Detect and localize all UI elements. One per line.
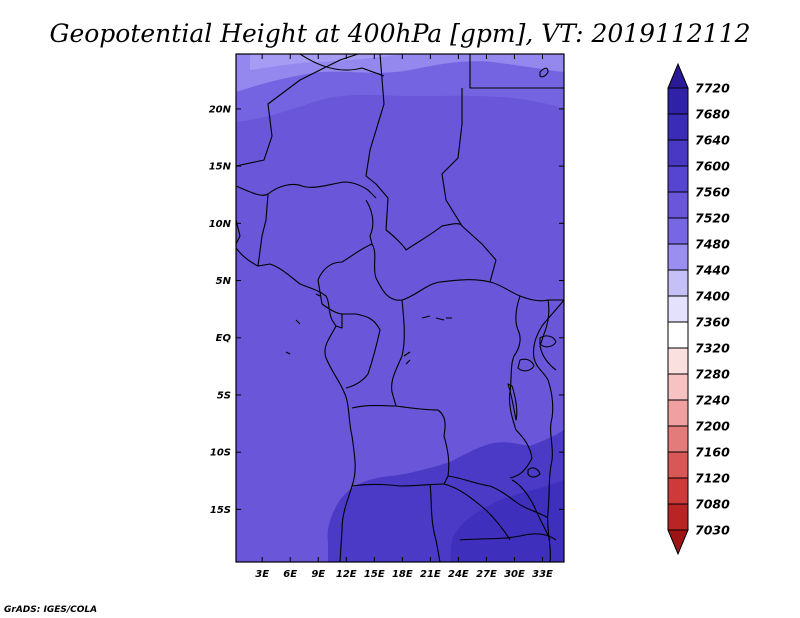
colorbar-label: 7360 bbox=[695, 315, 730, 330]
colorbar-segment bbox=[667, 113, 689, 141]
colorbar-segment bbox=[667, 321, 689, 349]
lat-tick-label: 5S bbox=[217, 390, 231, 401]
colorbar-segment bbox=[667, 139, 689, 167]
height-field bbox=[236, 54, 564, 562]
colorbar: 7720 7680 7640 7600 7560 7520 7480 7440 7400 7360… bbox=[667, 62, 730, 556]
colorbar-segment bbox=[667, 243, 689, 271]
map-panel: 20N 15N 10N 5N EQ 5S 10S 15S 3E 6E 9E 12E 15E 18E 21E… bbox=[209, 53, 565, 580]
lat-tick-label: 10N bbox=[209, 219, 232, 230]
lat-tick-label: 10S bbox=[210, 448, 231, 459]
lon-tick-label: 30E bbox=[504, 569, 525, 580]
colorbar-segment bbox=[667, 217, 689, 245]
lat-tick-label: 5N bbox=[216, 276, 232, 287]
colorbar-label: 7030 bbox=[695, 523, 730, 538]
field-7620-south bbox=[450, 480, 564, 562]
colorbar-bottom-arrow bbox=[667, 529, 689, 556]
lat-tick-label: 15S bbox=[210, 505, 231, 516]
field-7460-north bbox=[250, 54, 400, 70]
colorbar-label: 7720 bbox=[695, 81, 730, 96]
colorbar-segment bbox=[667, 347, 689, 375]
lon-tick-label: 3E bbox=[255, 569, 269, 580]
colorbar-label: 7480 bbox=[695, 237, 730, 252]
colorbar-label: 7320 bbox=[695, 341, 730, 356]
colorbar-label: 7440 bbox=[695, 263, 730, 278]
lon-tick-label: 24E bbox=[448, 569, 469, 580]
colorbar-segment bbox=[667, 451, 689, 479]
colorbar-label: 7120 bbox=[695, 471, 730, 486]
colorbar-label: 7400 bbox=[695, 289, 730, 304]
colorbar-segment bbox=[667, 191, 689, 219]
colorbar-top-arrow bbox=[667, 62, 689, 89]
colorbar-segment bbox=[667, 87, 689, 115]
lat-tick-label: 15N bbox=[209, 162, 232, 173]
colorbar-segment bbox=[667, 295, 689, 323]
lon-tick-label: 9E bbox=[311, 569, 325, 580]
colorbar-segment bbox=[667, 477, 689, 505]
colorbar-segment bbox=[667, 373, 689, 401]
lon-tick-label: 27E bbox=[476, 569, 497, 580]
map-title: Geopotential Height at 400hPa [gpm], VT:… bbox=[49, 19, 750, 48]
lat-tick-label: 20N bbox=[209, 104, 232, 115]
colorbar-segment bbox=[667, 503, 689, 531]
colorbar-label: 7080 bbox=[695, 497, 730, 512]
lon-tick-label: 21E bbox=[420, 569, 441, 580]
lon-tick-label: 33E bbox=[532, 569, 553, 580]
latitude-axis: 20N 15N 10N 5N EQ 5S 10S 15S bbox=[209, 104, 564, 516]
colorbar-label: 7520 bbox=[695, 211, 730, 226]
colorbar-label: 7680 bbox=[695, 107, 730, 122]
longitude-axis: 3E 6E 9E 12E 15E 18E 21E 24E 27E 30E 33E bbox=[255, 54, 553, 580]
colorbar-label: 7560 bbox=[695, 185, 730, 200]
colorbar-label: 7600 bbox=[695, 159, 730, 174]
colorbar-label: 7200 bbox=[695, 419, 730, 434]
lon-tick-label: 18E bbox=[392, 569, 413, 580]
colorbar-label: 7640 bbox=[695, 133, 730, 148]
lon-tick-label: 15E bbox=[364, 569, 385, 580]
colorbar-label: 7240 bbox=[695, 393, 730, 408]
lat-tick-label: EQ bbox=[216, 333, 232, 344]
colorbar-segment bbox=[667, 269, 689, 297]
map-frame bbox=[235, 53, 565, 563]
colorbar-segment bbox=[667, 399, 689, 427]
country-borders bbox=[236, 54, 564, 562]
lon-tick-label: 12E bbox=[336, 569, 357, 580]
colorbar-segment bbox=[667, 425, 689, 453]
lon-tick-label: 6E bbox=[283, 569, 297, 580]
colorbar-segment bbox=[667, 165, 689, 193]
colorbar-label: 7160 bbox=[695, 445, 730, 460]
grads-credit: GrADS: IGES/COLA bbox=[4, 605, 97, 615]
colorbar-label: 7280 bbox=[695, 367, 730, 382]
